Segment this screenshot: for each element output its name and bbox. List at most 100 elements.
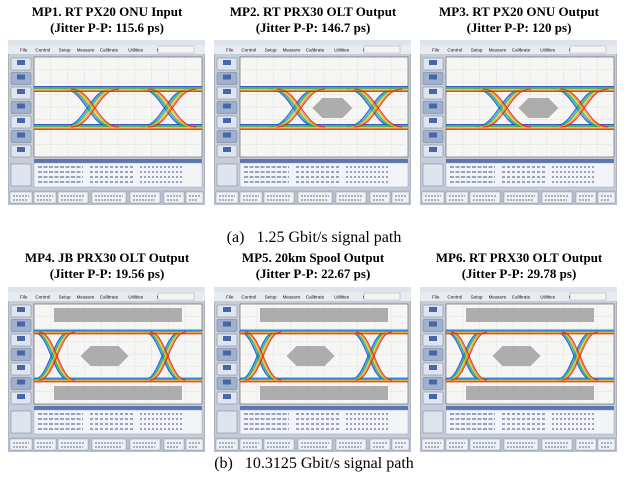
menu-item: Control [241,295,256,300]
status-box [216,439,238,450]
side-icon [17,380,25,385]
status-box [422,192,444,203]
eye-mask [260,308,388,322]
eye-mask [54,386,182,400]
panel-subtitle: (Jitter P-P: 29.78 ps) [416,266,622,281]
eye-mask [287,346,335,366]
title-strip [214,287,411,292]
side-icon [223,394,231,399]
panel-subtitle: (Jitter P-P: 115.6 ps) [4,20,210,35]
menu-item: Measure [489,48,507,53]
menu-item: Calibrate [306,295,325,300]
status-box [470,192,500,203]
menu-item: Measure [283,295,301,300]
scope-screenshot: File Control Setup Measure Calibrate Utilitie… [214,40,411,205]
status-box [34,192,56,203]
measure-tab [240,406,408,410]
measure-tab [34,159,202,163]
side-icon [223,60,231,65]
menu-item: Utilities [334,48,350,53]
measure-tab [240,159,408,163]
status-box [164,192,184,203]
caption-text: 10.3125 Gbit/s signal path [245,455,414,472]
status-box [392,192,409,203]
side-icon [429,118,437,123]
measure-tab [34,406,202,410]
status-box [240,192,262,203]
side-icon [429,322,437,327]
figure: (a)1.25 Gbit/s signal path (b)10.3125 Gb… [0,0,628,481]
panel-title: MP5. 20km Spool Output [210,250,416,265]
status-box [298,192,332,203]
scope-screenshot: FileControlSetupMeasureCalibrateUtilitie… [420,40,617,205]
side-icon [223,307,231,312]
menu-item: Setup [265,48,277,53]
status-box [370,439,390,450]
status-box [504,192,538,203]
measure-tab [446,406,614,410]
side-button [11,411,31,433]
side-button [423,164,443,186]
status-box [264,192,294,203]
menu-item: Calibrate [512,48,531,53]
measure-tab [446,159,614,163]
menu-item: Measure [77,48,95,53]
date-box [570,46,606,53]
side-icon [17,307,25,312]
caption-label: (a) [227,229,245,246]
eye-mask [54,308,182,322]
side-icon [223,322,231,327]
menu-item: File [432,48,440,53]
side-icon [223,365,231,370]
side-icon [17,394,25,399]
status-box [164,439,184,450]
menu-item: File [226,48,234,53]
status-box [298,439,332,450]
status-box [216,192,238,203]
date-box [570,293,606,300]
caption-a: (a) 1.25 Gbit/s signal path [0,229,628,247]
side-button [217,164,237,186]
status-box [542,192,572,203]
status-box [576,192,596,203]
side-icon [17,118,25,123]
menu-item: File [20,295,28,300]
status-box [58,192,88,203]
eye-mask [466,308,594,322]
menu-item: Setup [471,295,483,300]
menu-item: Measure [77,295,95,300]
status-box [598,192,615,203]
menu-item: Setup [59,48,71,53]
side-icon [17,147,25,152]
panel-subtitle: (Jitter P-P: 120 ps) [416,20,622,35]
eye-mask [260,386,388,400]
side-icon [17,104,25,109]
side-icon [223,336,231,341]
status-box [58,439,88,450]
menu-item: Utilities [128,48,144,53]
side-icon [429,133,437,138]
side-icon [429,380,437,385]
side-icon [223,133,231,138]
menu-item: Calibrate [306,48,325,53]
menu-item: Calibrate [100,295,119,300]
menu-item: Setup [471,48,483,53]
menu-item: Measure [283,48,301,53]
status-box [336,439,366,450]
panel-title: MP3. RT PX20 ONU Output [416,4,622,19]
side-icon [429,336,437,341]
menu-item: Control [241,48,256,53]
title-strip [214,40,411,45]
menu-item: Utilities [128,295,144,300]
side-icon [223,118,231,123]
status-box [130,439,160,450]
status-box [92,439,126,450]
side-icon [223,380,231,385]
status-box [10,192,32,203]
side-icon [429,351,437,356]
menu-item: Control [447,295,462,300]
panel-subtitle: (Jitter P-P: 19.56 ps) [4,266,210,281]
menu-item: Measure [489,295,507,300]
caption-text: 1.25 Gbit/s signal path [256,229,401,246]
